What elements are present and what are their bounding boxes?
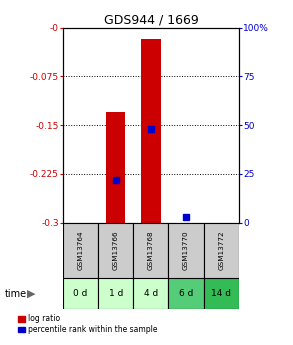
Bar (168, 278, 204, 309)
Bar (204, 223, 239, 278)
Text: 4 d: 4 d (144, 289, 158, 298)
Text: GSM13764: GSM13764 (78, 231, 84, 270)
Title: GDS944 / 1669: GDS944 / 1669 (103, 13, 198, 27)
Bar (133, 223, 168, 278)
Text: time: time (4, 289, 27, 299)
Bar (141, 39, 161, 223)
Text: GSM13772: GSM13772 (218, 231, 224, 270)
Text: GSM13766: GSM13766 (113, 231, 119, 270)
Legend: log ratio, percentile rank within the sample: log ratio, percentile rank within the sa… (18, 314, 157, 334)
Text: 14 d: 14 d (211, 289, 231, 298)
Bar (98, 278, 133, 309)
Bar (106, 112, 125, 223)
Text: 0 d: 0 d (73, 289, 88, 298)
Text: ▶: ▶ (26, 289, 35, 299)
Text: 1 d: 1 d (108, 289, 123, 298)
Bar (204, 278, 239, 309)
Bar (168, 223, 204, 278)
Text: GSM13768: GSM13768 (148, 231, 154, 270)
Text: 6 d: 6 d (179, 289, 193, 298)
Bar (63, 223, 98, 278)
Bar (63, 278, 98, 309)
Text: GSM13770: GSM13770 (183, 231, 189, 270)
Bar (98, 223, 133, 278)
Bar (133, 278, 168, 309)
